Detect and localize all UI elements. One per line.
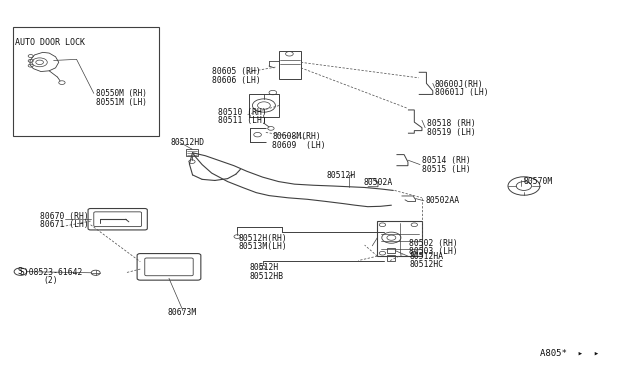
Text: 80512HA: 80512HA [409,251,444,261]
Text: 80670 (RH): 80670 (RH) [40,212,88,221]
Text: 80512H: 80512H [250,263,279,272]
Text: 80510 (RH): 80510 (RH) [218,108,267,117]
Text: S)08523-61642: S)08523-61642 [19,268,83,277]
Text: 80673M: 80673M [167,308,196,317]
Text: 80512HD: 80512HD [170,138,204,147]
Text: 80518 (RH): 80518 (RH) [427,119,476,128]
Text: S: S [18,267,22,276]
Text: 80515 (LH): 80515 (LH) [422,165,470,174]
Text: 80514 (RH): 80514 (RH) [422,156,470,166]
Text: 80609  (LH): 80609 (LH) [272,141,326,150]
Text: A805*  ▸  ▸: A805* ▸ ▸ [540,350,599,359]
Text: 80502AA: 80502AA [425,196,460,205]
Text: 80502A: 80502A [364,178,392,187]
Text: 80605 (RH): 80605 (RH) [212,67,260,76]
Text: 80551M (LH): 80551M (LH) [96,98,147,107]
Text: AUTO DOOR LOCK: AUTO DOOR LOCK [15,38,85,47]
Text: 80519 (LH): 80519 (LH) [427,128,476,137]
Text: 80512H(RH): 80512H(RH) [239,234,287,243]
Text: (2): (2) [44,276,58,285]
Text: 80512H: 80512H [326,171,356,180]
Text: 80513M(LH): 80513M(LH) [239,243,287,251]
Text: 80608M(RH): 80608M(RH) [272,132,321,141]
Bar [13,27,159,136]
Text: 80502 (RH): 80502 (RH) [409,239,458,248]
Text: 80503 (LH): 80503 (LH) [409,247,458,256]
Text: 80511 (LH): 80511 (LH) [218,116,267,125]
Text: 80601J (LH): 80601J (LH) [435,89,488,97]
Text: 80512HC: 80512HC [409,260,444,269]
Text: 80570M: 80570M [524,177,553,186]
Text: 80600J(RH): 80600J(RH) [435,80,483,89]
Text: 80606 (LH): 80606 (LH) [212,76,260,84]
Text: 80512HB: 80512HB [250,272,284,281]
Text: 80550M (RH): 80550M (RH) [96,89,147,98]
Text: 80671 (LH): 80671 (LH) [40,220,88,229]
